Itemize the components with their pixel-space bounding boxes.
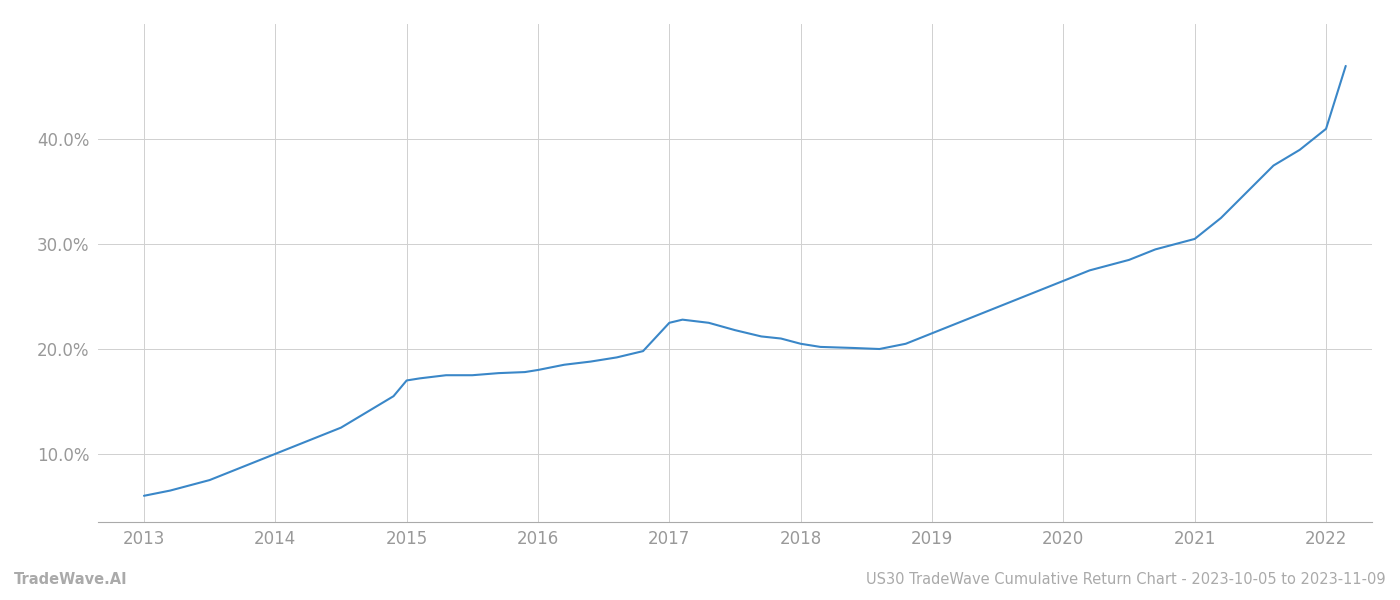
Text: US30 TradeWave Cumulative Return Chart - 2023-10-05 to 2023-11-09: US30 TradeWave Cumulative Return Chart -… xyxy=(867,572,1386,587)
Text: TradeWave.AI: TradeWave.AI xyxy=(14,572,127,587)
